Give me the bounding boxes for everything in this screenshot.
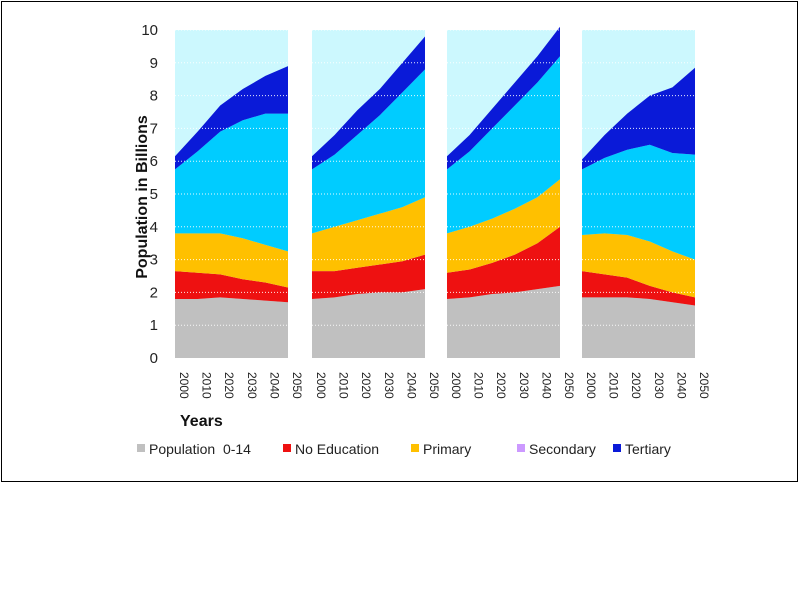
x-tick-label: 2040 <box>404 372 418 399</box>
area-tertiary <box>582 67 695 170</box>
legend-label: No Education <box>295 441 379 457</box>
y-tick-label: 0 <box>150 350 158 367</box>
area-secondary <box>312 69 425 234</box>
area-tertiary <box>312 36 425 170</box>
y-tick-label: 6 <box>150 153 158 170</box>
area-primary <box>312 197 425 272</box>
area-no-education <box>582 271 695 306</box>
x-tick-label: 2030 <box>652 372 666 399</box>
legend-label: Primary <box>423 441 471 457</box>
legend-label: Tertiary <box>625 441 671 457</box>
x-tick-label: 2040 <box>267 372 281 399</box>
x-tick-label: 2000 <box>177 372 191 399</box>
area-primary <box>175 233 288 288</box>
area-tertiary <box>175 66 288 170</box>
panel-1: 2000 2010 2020 2030 2040 2050 <box>175 29 304 399</box>
y-axis-label: Population in Billions <box>134 115 151 279</box>
y-tick-label: 8 <box>150 88 158 105</box>
x-tick-label: 2020 <box>359 372 373 399</box>
x-tick-label: 2020 <box>629 372 643 399</box>
legend-swatch <box>411 444 419 452</box>
x-tick-label: 2040 <box>539 372 553 399</box>
area-secondary <box>447 56 560 234</box>
y-tick-label: 4 <box>150 219 158 236</box>
area-secondary <box>175 113 288 252</box>
legend-swatch <box>517 444 525 452</box>
area-population-0-14 <box>175 297 288 358</box>
x-tick-label: 2010 <box>337 372 351 399</box>
legend-swatch <box>283 444 291 452</box>
x-tick-label: 2030 <box>245 372 259 399</box>
x-tick-label: 2010 <box>472 372 486 399</box>
panel-2: 2000 2010 2020 2030 2040 2050 <box>312 29 441 399</box>
area-population-0-14 <box>312 289 425 358</box>
x-tick-label: 2050 <box>562 372 576 399</box>
x-tick-label: 2030 <box>382 372 396 399</box>
chart-panels: 2000 2010 2020 2030 2040 2050 2000 2010 2020 2030… <box>175 26 711 399</box>
panel-3: 2000 2010 2020 2030 2040 2050 <box>447 26 576 399</box>
legend-swatch <box>613 444 621 452</box>
stacked-area-chart: 2000 2010 2020 2030 2040 2050 2000 2010 2020 2030… <box>134 22 711 457</box>
x-tick-label: 2010 <box>607 372 621 399</box>
legend-label: Population 0-14 <box>149 441 251 457</box>
y-tick-label: 10 <box>141 22 158 39</box>
x-tick-label: 2050 <box>697 372 711 399</box>
y-tick-label: 2 <box>150 284 158 301</box>
legend-swatch <box>137 444 145 452</box>
x-tick-label: 2000 <box>449 372 463 399</box>
legend: Population 0-14 No Education Primary Second… <box>137 441 671 457</box>
y-axis: 0 1 2 3 4 5 6 7 8 9 10 <box>141 22 158 367</box>
x-tick-label: 2030 <box>517 372 531 399</box>
x-tick-label: 2050 <box>290 372 304 399</box>
y-tick-label: 5 <box>150 186 158 203</box>
y-tick-label: 9 <box>150 55 158 72</box>
panel-4: 2000 2010 2020 2030 2040 2050 <box>582 29 711 399</box>
area-primary <box>447 179 560 273</box>
y-tick-label: 3 <box>150 252 158 269</box>
area-no-education <box>175 271 288 303</box>
area-secondary <box>582 144 695 260</box>
x-tick-label: 2000 <box>584 372 598 399</box>
x-axis-label: Years <box>180 413 223 430</box>
area-population-0-14 <box>447 285 560 358</box>
x-tick-label: 2020 <box>494 372 508 399</box>
area-tertiary <box>447 26 560 170</box>
x-tick-label: 2010 <box>200 372 214 399</box>
area-no-education <box>447 226 560 299</box>
y-tick-label: 1 <box>150 317 158 334</box>
y-tick-label: 7 <box>150 120 158 137</box>
area-primary <box>582 233 695 298</box>
area-no-education <box>312 254 425 299</box>
x-tick-label: 2020 <box>222 372 236 399</box>
area-population-0-14 <box>582 297 695 358</box>
x-tick-label: 2000 <box>314 372 328 399</box>
x-tick-label: 2050 <box>427 372 441 399</box>
legend-label: Secondary <box>529 441 596 457</box>
x-tick-label: 2040 <box>674 372 688 399</box>
